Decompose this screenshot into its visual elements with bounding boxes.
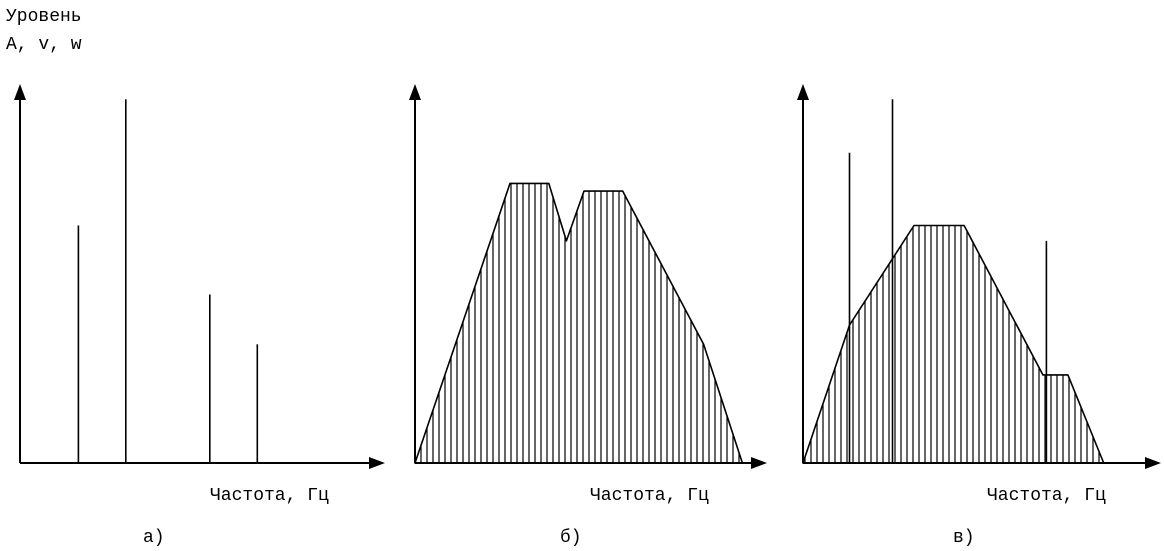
panel-b-spectrum-area (414, 182, 744, 464)
panel-b-y-arrow-icon (409, 84, 421, 100)
y-axis-label-line-2: A, v, w (6, 35, 82, 55)
panel-a-label: а) (143, 528, 165, 548)
panel-c-spectrum-area (802, 224, 1105, 464)
panel-a-axes (14, 84, 385, 469)
panel-c-label: в) (953, 528, 975, 548)
panel-b-marks (414, 182, 744, 464)
panel-a-marks (77, 99, 259, 463)
panel-a-y-arrow-icon (14, 84, 26, 100)
panel-c-y-arrow-icon (797, 84, 809, 100)
panel-b-x-axis-label: Частота, Гц (590, 486, 709, 506)
panel-a-x-axis-label: Частота, Гц (210, 486, 329, 506)
panel-c-x-arrow-icon (1145, 457, 1161, 469)
panel-c-x-axis-label: Частота, Гц (987, 486, 1106, 506)
panel-b-label: б) (560, 528, 582, 548)
panel-b-x-arrow-icon (751, 457, 767, 469)
panel-c-marks (802, 99, 1105, 464)
y-axis-label-line-1: Уровень (6, 7, 82, 27)
panel-a-x-arrow-icon (369, 457, 385, 469)
